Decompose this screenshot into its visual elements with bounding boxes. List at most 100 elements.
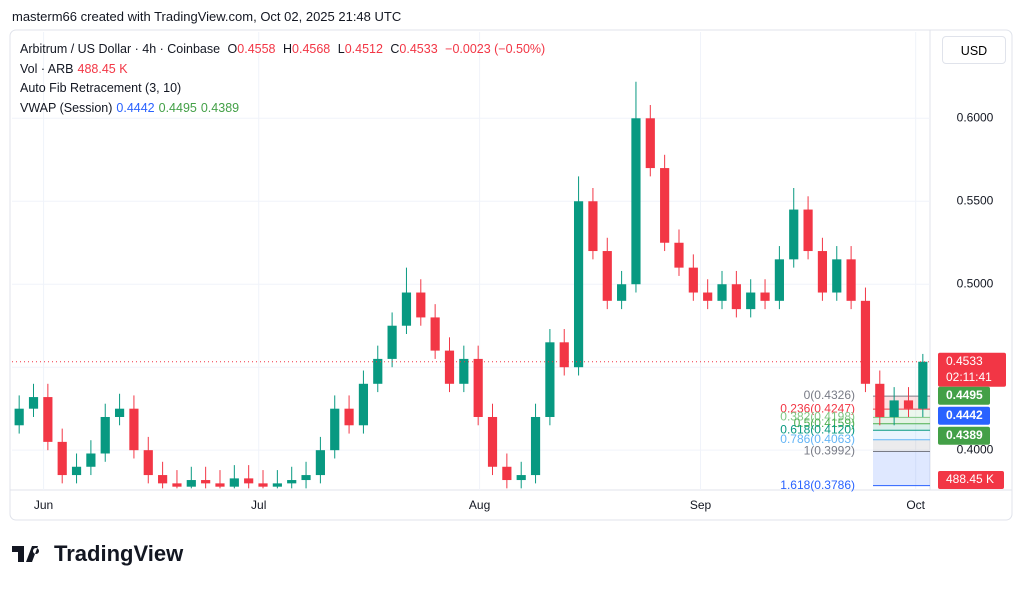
- candle-body: [158, 475, 168, 484]
- low: 0.4512: [344, 42, 383, 56]
- fib-label: 0.618(0.4120): [780, 422, 855, 436]
- candle-body: [617, 284, 627, 301]
- vwap-value: 0.4389: [200, 100, 240, 115]
- x-tick-label: Jun: [34, 498, 53, 512]
- candle-body: [774, 259, 784, 301]
- fib-label: 0.236(0.4247): [780, 401, 855, 415]
- candle-body: [530, 416, 541, 476]
- vwap-tag: [938, 426, 990, 445]
- candle-body: [645, 118, 655, 169]
- candle-body: [129, 408, 139, 451]
- vwap-tag: [938, 406, 990, 425]
- candle-body: [444, 350, 455, 384]
- candle-body: [803, 209, 813, 252]
- candle-body: [516, 475, 526, 481]
- candle-body: [71, 466, 82, 476]
- candle-body: [860, 300, 871, 384]
- candle-body: [86, 453, 96, 467]
- fib-label: 0.5(0.4159): [794, 416, 855, 430]
- fib-label: 1(0.3992): [804, 444, 855, 458]
- candle-body: [258, 483, 268, 487]
- fib-row: Auto Fib Retracement (3, 10): [20, 81, 182, 95]
- vwap-tag-label: 0.4495: [946, 388, 983, 402]
- y-tick-label: 0.5000: [957, 276, 994, 290]
- fib-zone: [873, 430, 930, 440]
- candle-body: [602, 251, 612, 301]
- candle-body: [846, 259, 856, 301]
- logo-text: TradingView: [54, 541, 184, 566]
- y-tick-label: 0.6000: [957, 110, 994, 124]
- fib-zone: [873, 396, 930, 410]
- candle-body: [459, 358, 469, 384]
- candle-body: [502, 466, 512, 481]
- candle-body: [172, 483, 182, 487]
- symbol: Arbitrum / US Dollar · 4h · Coinbase: [20, 42, 221, 56]
- fib-zone: [873, 409, 930, 418]
- candle-body: [588, 201, 598, 252]
- close: 0.4533: [399, 42, 438, 56]
- candle-body: [114, 408, 125, 417]
- change: −0.0023 (−0.50%): [445, 42, 546, 56]
- candle-body: [358, 383, 369, 426]
- fib-zone: [873, 423, 930, 431]
- candle-body: [416, 292, 426, 318]
- candle-body: [100, 416, 110, 454]
- candle-body: [660, 168, 670, 243]
- candle-body: [28, 397, 39, 409]
- fib-label: 0.786(0.4063): [780, 432, 855, 446]
- candle-body: [746, 292, 756, 310]
- vwap-tag-label: 0.4442: [946, 408, 983, 422]
- legend: Arbitrum / US Dollar · 4h · Coinbase O0.…: [20, 40, 549, 118]
- currency-button[interactable]: USD: [942, 36, 1006, 64]
- candle-body: [674, 242, 684, 268]
- candle-body: [401, 292, 412, 326]
- candle-body: [875, 383, 885, 417]
- candle-body: [545, 342, 555, 417]
- candle-body: [688, 267, 698, 293]
- vol-label: Vol · ARB: [20, 61, 74, 76]
- candle-body: [573, 201, 584, 368]
- candle-body: [487, 416, 498, 467]
- candle-body: [143, 450, 153, 476]
- fib-zone: [873, 439, 930, 452]
- candle-body: [287, 480, 297, 484]
- countdown: 02:11:41: [946, 370, 992, 384]
- x-tick-label: Oct: [906, 498, 925, 512]
- fib-zone: [873, 417, 930, 424]
- symbol-row: Arbitrum / US Dollar · 4h · Coinbase O0.…: [20, 42, 546, 56]
- candle-body: [373, 358, 383, 384]
- credit: masterm66 created with TradingView.com, …: [12, 9, 402, 24]
- pane-frame: [9, 29, 1013, 521]
- vol-value: 488.45 K: [77, 61, 128, 76]
- fib-label: 0(0.4326): [804, 388, 855, 402]
- logo-icon: [12, 546, 40, 562]
- candle-body: [201, 480, 211, 484]
- volume-row: Vol · ARB 488.45 K: [20, 60, 549, 80]
- vwap-label: VWAP (Session): [20, 100, 113, 115]
- candle-body: [717, 284, 727, 301]
- last-price: 0.4533: [946, 354, 983, 368]
- fib-label: 1.618(0.3786): [780, 478, 855, 492]
- candle-body: [229, 478, 239, 487]
- fib-label: 0.382(0.4198): [780, 409, 855, 423]
- candle-body: [889, 400, 899, 417]
- volume-tag: [938, 471, 1004, 489]
- candle-body: [57, 441, 67, 476]
- x-tick-label: Jul: [251, 498, 266, 512]
- volume-tag-label: 488.45 K: [946, 472, 994, 486]
- candle-body: [14, 408, 24, 426]
- candle-body: [760, 292, 770, 301]
- y-tick-label: 0.4000: [957, 442, 994, 456]
- candle-body: [387, 325, 397, 359]
- candle-body: [315, 450, 325, 476]
- candle-body: [731, 284, 741, 310]
- high: 0.4568: [292, 42, 331, 56]
- vwap-value: 0.4495: [158, 100, 197, 115]
- candle-body: [832, 259, 842, 293]
- last-price-tag: [938, 352, 1006, 387]
- candle-body: [344, 408, 354, 426]
- candle-body: [330, 408, 340, 451]
- candle-body: [631, 118, 641, 285]
